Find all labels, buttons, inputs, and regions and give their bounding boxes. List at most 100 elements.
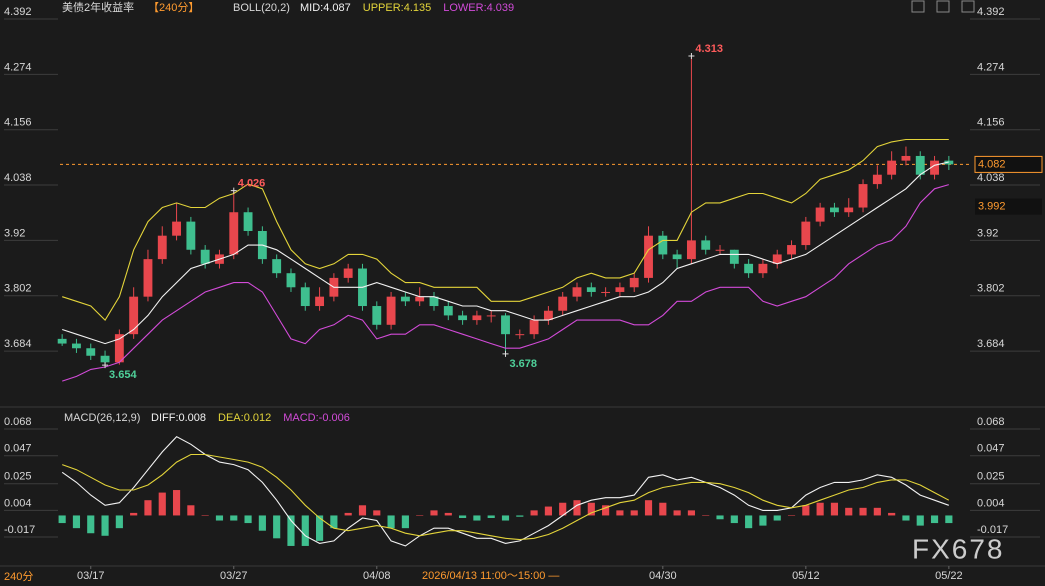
macd-bar — [244, 515, 252, 524]
macd-bar — [945, 515, 953, 524]
macd-bar — [888, 512, 896, 516]
x-tick-label: 03/27 — [220, 570, 248, 582]
annotation-label: 3.678 — [510, 358, 538, 370]
window-controls[interactable] — [911, 0, 975, 13]
y-tick-label-right: 4.392 — [977, 6, 1005, 18]
candle-body — [286, 273, 296, 288]
candle-body — [501, 315, 510, 335]
candle-body — [672, 254, 682, 260]
candle-body — [415, 296, 425, 302]
annotation-marker — [230, 187, 237, 194]
macd-bar — [101, 515, 109, 536]
period-footer: 240分 — [4, 570, 33, 583]
legend-entry: DEA:0.012 — [218, 412, 271, 424]
candle-body — [386, 296, 396, 325]
crosshair-label: 2026/04/13 11:00～15:00 — — [422, 570, 559, 582]
macd-bar — [730, 515, 738, 524]
macd-bar — [273, 515, 281, 539]
macd-bar — [630, 510, 638, 516]
macd-bar — [716, 515, 724, 520]
macd-bar — [87, 515, 95, 534]
candle-body — [629, 277, 639, 288]
candle-body — [658, 235, 668, 255]
candle-body — [100, 355, 110, 363]
macd-bar — [187, 505, 195, 516]
macd-bar — [58, 515, 66, 524]
candle-body — [572, 287, 582, 297]
macd-bar — [530, 510, 538, 516]
icon-restore[interactable] — [936, 0, 950, 13]
y-tick-label-right: 3.802 — [977, 283, 1005, 295]
macd-bar — [144, 500, 152, 516]
candle-body — [586, 287, 596, 292]
macd-bar — [659, 502, 667, 516]
macd-bar — [387, 515, 395, 529]
candle-body — [615, 287, 625, 292]
y-tick-label-right: 4.274 — [977, 61, 1005, 73]
candle-body — [515, 334, 525, 336]
macd-bar — [602, 505, 610, 516]
boll-line — [62, 161, 949, 345]
y-tick-label-left: 4.156 — [4, 117, 32, 129]
candle-body — [715, 249, 725, 251]
macd-bar — [773, 515, 781, 521]
candle-body — [858, 184, 868, 208]
macd-bar — [830, 502, 839, 516]
candle-body — [529, 320, 539, 335]
macd-bar — [130, 512, 138, 516]
macd-bar — [230, 515, 238, 521]
candle-body — [486, 315, 496, 317]
y-tick-label-right: 3.92 — [977, 227, 998, 239]
candle-body — [72, 343, 81, 349]
candle-body — [57, 338, 67, 344]
candle-body — [701, 240, 711, 250]
price-tag-box — [974, 155, 1043, 173]
candle-body — [901, 155, 911, 161]
candle-body — [644, 235, 653, 278]
candle-body — [787, 245, 796, 255]
crosshair-box — [418, 568, 578, 585]
macd-bar — [287, 515, 295, 546]
macd-bar — [644, 500, 653, 516]
macd-bar — [687, 510, 695, 516]
macd-bar — [444, 512, 452, 516]
macd-bar — [487, 515, 495, 518]
candle-body — [114, 334, 124, 363]
candle-body — [315, 296, 325, 307]
macd-title: MACD(26,12,9) — [64, 412, 140, 424]
x-tick-label: 04/08 — [363, 570, 391, 582]
y-tick-label-left: 0.025 — [4, 471, 32, 483]
macd-bar — [301, 515, 309, 546]
legend-entry: UPPER:4.135 — [363, 2, 431, 14]
macd-bar — [430, 510, 438, 516]
macd-bar — [816, 502, 824, 516]
candle-body — [815, 207, 825, 222]
candle-body — [915, 155, 925, 175]
macd-bar — [802, 505, 810, 516]
y-tick-label-right: -0.017 — [977, 524, 1008, 536]
annotation-label: 3.654 — [109, 369, 137, 381]
candle-body — [744, 263, 754, 274]
legend-entry: MID:4.087 — [300, 2, 351, 14]
macd-bar — [845, 507, 853, 516]
macd-bar — [344, 512, 352, 516]
x-tick-label: 05/12 — [792, 570, 820, 582]
y-tick-label-left: 4.274 — [4, 61, 32, 73]
icon-close[interactable] — [961, 0, 975, 13]
macd-bar — [759, 515, 767, 526]
price-tag-label: 3.992 — [978, 201, 1006, 213]
indicator: BOLL(20,2) — [233, 2, 290, 14]
icon-fullscreen[interactable] — [911, 0, 925, 13]
legend-entry: LOWER:4.039 — [443, 2, 514, 14]
macd-bar — [673, 510, 681, 516]
macd-bar — [201, 515, 209, 516]
candle-body — [229, 212, 239, 255]
y-tick-label-right: 0.025 — [977, 471, 1005, 483]
candle-body — [558, 296, 568, 311]
macd-bar — [930, 515, 939, 524]
macd-bar — [401, 515, 409, 529]
macd-bar — [859, 507, 867, 516]
